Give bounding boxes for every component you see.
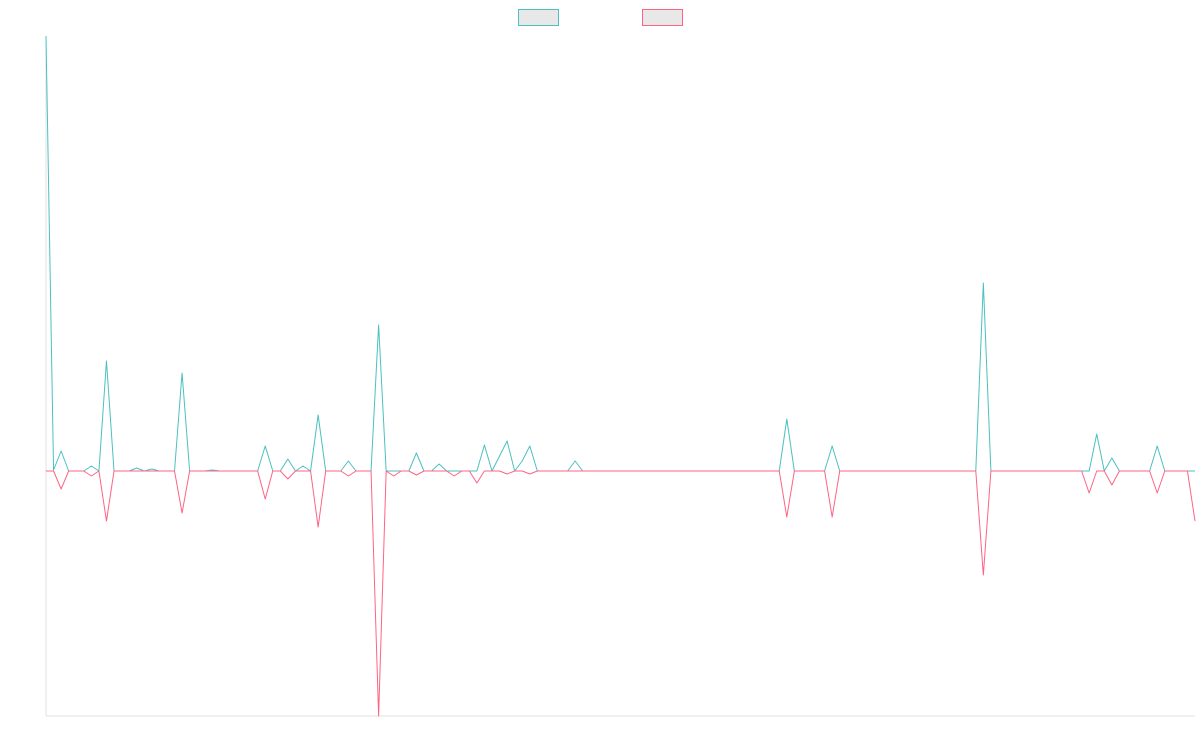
legend-swatch-2[interactable] (642, 9, 683, 26)
legend[interactable] (518, 9, 683, 26)
series-1 (45, 35, 1195, 472)
series-2-line (46, 470, 1196, 717)
series-layer (45, 35, 1196, 717)
axes (45, 36, 1195, 717)
series-1-line (45, 35, 1195, 472)
series-2 (46, 470, 1196, 717)
legend-swatch-1[interactable] (518, 9, 559, 26)
